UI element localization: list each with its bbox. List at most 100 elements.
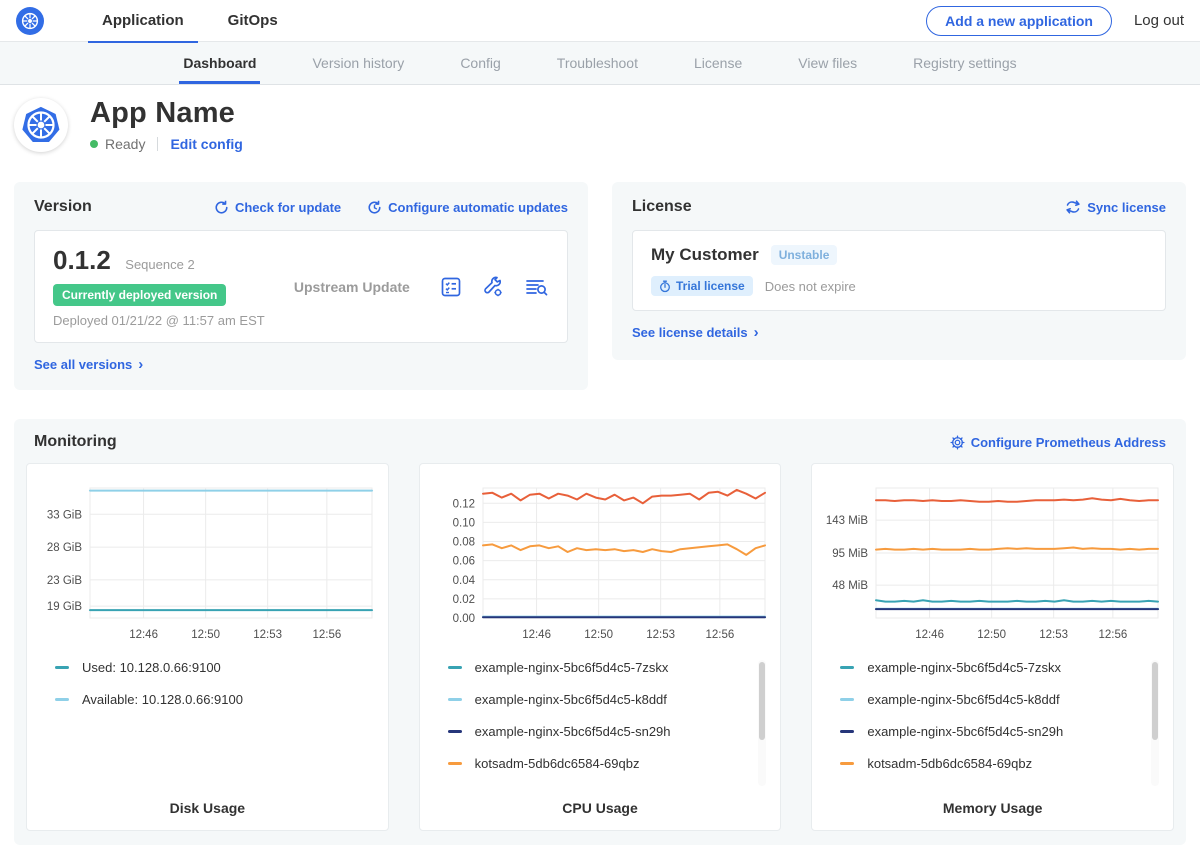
- svg-text:12:50: 12:50: [192, 629, 221, 641]
- update-type-label: Upstream Update: [294, 279, 410, 295]
- svg-text:0.06: 0.06: [453, 556, 475, 568]
- svg-text:0.02: 0.02: [453, 594, 475, 606]
- tab-license[interactable]: License: [666, 42, 770, 84]
- chevron-right-icon: ›: [754, 324, 759, 341]
- top-navbar: Application GitOps Add a new application…: [0, 0, 1200, 42]
- svg-text:0.10: 0.10: [453, 517, 475, 529]
- svg-text:12:53: 12:53: [1039, 629, 1068, 641]
- logout-button[interactable]: Log out: [1134, 12, 1184, 29]
- series-color-dash: [840, 698, 854, 701]
- memory-usage-chart-card: 12:4612:5012:5312:5648 MiB95 MiB143 MiB …: [811, 463, 1174, 831]
- legend-item[interactable]: example-nginx-5bc6f5d4c5-7zskx: [840, 660, 1173, 675]
- sync-license-link[interactable]: Sync license: [1065, 200, 1166, 215]
- tab-view-files[interactable]: View files: [770, 42, 885, 84]
- series-color-dash: [448, 762, 462, 765]
- svg-text:0.04: 0.04: [453, 575, 476, 587]
- nav-tab-application[interactable]: Application: [88, 0, 198, 42]
- deployed-status-badge: Currently deployed version: [53, 284, 226, 306]
- trial-license-badge: Trial license: [651, 276, 753, 296]
- series-color-dash: [55, 698, 69, 701]
- kubernetes-logo-icon: [16, 7, 44, 35]
- svg-text:12:53: 12:53: [646, 629, 675, 641]
- add-application-button[interactable]: Add a new application: [926, 6, 1112, 36]
- auto-update-clock-icon: [367, 200, 382, 215]
- svg-text:143 MiB: 143 MiB: [825, 515, 868, 527]
- tab-troubleshoot[interactable]: Troubleshoot: [529, 42, 666, 84]
- edit-config-link[interactable]: Edit config: [170, 136, 242, 152]
- license-card: License Sync license My Customer Unstabl…: [612, 182, 1186, 360]
- configure-prometheus-link[interactable]: Configure Prometheus Address: [950, 435, 1166, 450]
- check-for-update-link[interactable]: Check for update: [214, 200, 341, 215]
- series-color-dash: [840, 730, 854, 733]
- legend-item[interactable]: example-nginx-5bc6f5d4c5-sn29h: [840, 724, 1173, 739]
- memory-usage-chart: 12:46 12:50 12:53 12:56 48 MiB 95 MiB 143 MiB: [812, 474, 1173, 646]
- nav-tab-gitops[interactable]: GitOps: [214, 0, 292, 42]
- preflight-checks-icon[interactable]: [439, 275, 463, 299]
- svg-text:0.08: 0.08: [453, 537, 475, 549]
- svg-text:12:46: 12:46: [130, 629, 159, 641]
- stopwatch-icon: [659, 280, 671, 293]
- svg-text:12:46: 12:46: [915, 629, 944, 641]
- customer-name: My Customer: [651, 245, 759, 265]
- svg-text:12:50: 12:50: [584, 629, 613, 641]
- tab-dashboard[interactable]: Dashboard: [155, 42, 284, 84]
- series-color-dash: [840, 762, 854, 765]
- version-sequence: Sequence 2: [125, 257, 194, 272]
- svg-text:0.12: 0.12: [453, 498, 475, 510]
- svg-text:28 GiB: 28 GiB: [47, 542, 82, 554]
- svg-text:12:53: 12:53: [254, 629, 283, 641]
- svg-text:12:56: 12:56: [1098, 629, 1127, 641]
- sync-arrows-icon: [1065, 200, 1081, 214]
- svg-text:48 MiB: 48 MiB: [832, 580, 868, 592]
- legend-scrollbar[interactable]: [1152, 662, 1158, 740]
- see-all-versions-link[interactable]: See all versions ›: [34, 356, 143, 373]
- legend-item[interactable]: example-nginx-5bc6f5d4c5-sn29h: [448, 724, 781, 739]
- disk-usage-legend: Used: 10.128.0.66:9100 Available: 10.128…: [41, 660, 388, 792]
- series-color-dash: [448, 666, 462, 669]
- legend-scrollbar[interactable]: [759, 662, 765, 740]
- deploy-logs-icon[interactable]: [523, 275, 549, 299]
- svg-text:95 MiB: 95 MiB: [832, 548, 868, 560]
- configure-automatic-updates-link[interactable]: Configure automatic updates: [367, 200, 568, 215]
- svg-text:23 GiB: 23 GiB: [47, 575, 82, 587]
- legend-item[interactable]: Used: 10.128.0.66:9100: [55, 660, 388, 675]
- svg-text:12:46: 12:46: [522, 629, 551, 641]
- legend-item[interactable]: kotsadm-5db6dc6584-69qbz: [840, 756, 1173, 771]
- monitoring-title: Monitoring: [34, 433, 117, 451]
- svg-text:33 GiB: 33 GiB: [47, 509, 82, 521]
- deployed-timestamp: Deployed 01/21/22 @ 11:57 am EST: [53, 313, 265, 328]
- app-logo-icon: [14, 98, 68, 152]
- license-card-title: License: [632, 198, 692, 216]
- tab-registry-settings[interactable]: Registry settings: [885, 42, 1044, 84]
- svg-text:12:50: 12:50: [977, 629, 1006, 641]
- monitoring-section: Monitoring Configure Prometheus Address …: [14, 419, 1186, 845]
- series-color-dash: [840, 666, 854, 669]
- config-wrench-icon[interactable]: [481, 275, 505, 299]
- refresh-icon: [214, 200, 229, 215]
- channel-badge: Unstable: [771, 245, 838, 265]
- version-card-title: Version: [34, 198, 92, 216]
- legend-item[interactable]: example-nginx-5bc6f5d4c5-7zskx: [448, 660, 781, 675]
- app-status-text: Ready: [105, 136, 145, 152]
- page-title: App Name: [90, 97, 243, 130]
- legend-item[interactable]: example-nginx-5bc6f5d4c5-k8ddf: [448, 692, 781, 707]
- divider: [157, 137, 158, 151]
- chart-title: CPU Usage: [420, 800, 781, 816]
- legend-item[interactable]: Available: 10.128.0.66:9100: [55, 692, 388, 707]
- series-color-dash: [55, 666, 69, 669]
- app-header: App Name Ready Edit config: [0, 85, 1200, 166]
- svg-text:19 GiB: 19 GiB: [47, 601, 82, 613]
- tab-version-history[interactable]: Version history: [284, 42, 432, 84]
- series-color-dash: [448, 730, 462, 733]
- legend-item[interactable]: example-nginx-5bc6f5d4c5-k8ddf: [840, 692, 1173, 707]
- summary-cards-row: Version Check for update Configure autom…: [0, 166, 1200, 390]
- version-number: 0.1.2: [53, 245, 111, 276]
- series-color-dash: [448, 698, 462, 701]
- version-card: Version Check for update Configure autom…: [14, 182, 588, 390]
- see-license-details-link[interactable]: See license details ›: [632, 324, 759, 341]
- legend-item[interactable]: kotsadm-5db6dc6584-69qbz: [448, 756, 781, 771]
- chart-title: Disk Usage: [27, 800, 388, 816]
- disk-usage-chart: 12:4612:5012:5312:5619 GiB23 GiB28 GiB33…: [27, 474, 388, 646]
- tab-config[interactable]: Config: [432, 42, 528, 84]
- memory-usage-legend: example-nginx-5bc6f5d4c5-7zskx example-n…: [826, 660, 1173, 792]
